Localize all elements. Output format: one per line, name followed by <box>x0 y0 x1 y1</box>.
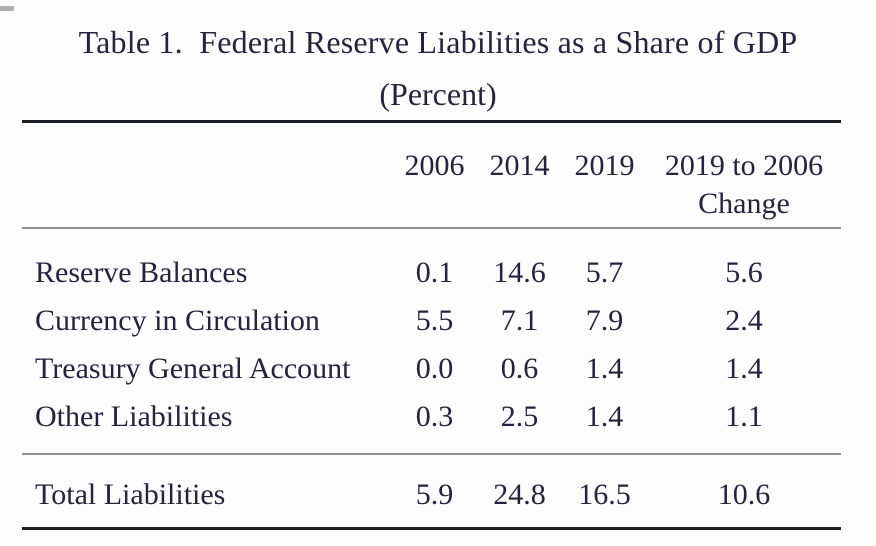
header-col-2019: 2019 <box>562 123 647 229</box>
cell-value: 5.6 <box>725 256 763 289</box>
total-value: 16.5 <box>562 454 647 530</box>
table-row: Currency in Circulation 5.5 7.1 7.9 2.4 <box>22 297 841 345</box>
header-change-line2: Change <box>698 187 790 220</box>
row-label: Treasury General Account <box>35 352 351 385</box>
table-subtitle: (Percent) <box>379 76 497 112</box>
cell-value: 5.7 <box>585 256 624 289</box>
cell-value: 1.4 <box>725 352 763 385</box>
cell-value: 7.1 <box>500 304 539 337</box>
total-label: Total Liabilities <box>22 454 392 530</box>
header-row: 2006 2014 2019 2019 to 2006 Change <box>22 123 841 229</box>
cell-value: 5.5 <box>415 304 454 337</box>
total-value: 10.6 <box>647 454 841 530</box>
table-caption: Table 1. Federal Reserve Liabilities as … <box>0 0 876 120</box>
cell-value: 1.1 <box>647 393 841 455</box>
liabilities-table: 2006 2014 2019 2019 to 2006 Change Reser… <box>22 123 841 530</box>
header-col-change: 2019 to 2006 Change <box>647 123 841 229</box>
cell-value: 0.0 <box>415 352 454 385</box>
table-body: Reserve Balances 0.1 14.6 5.7 5.6 Curren… <box>22 228 841 455</box>
table-title: Table 1. Federal Reserve Liabilities as … <box>78 24 798 60</box>
cell-value: 14.6 <box>493 256 546 289</box>
total-value: 5.9 <box>392 454 477 530</box>
table-row: Treasury General Account 0.0 0.6 1.4 1.4 <box>22 345 841 393</box>
table-header: 2006 2014 2019 2019 to 2006 Change <box>22 123 841 229</box>
row-label: Reserve Balances <box>35 256 248 289</box>
cell-value: 1.4 <box>585 352 624 385</box>
header-change-line1: 2019 to 2006 <box>664 149 824 182</box>
table-row: Other Liabilities 0.3 2.5 1.4 1.1 <box>22 393 841 455</box>
cell-value: 0.3 <box>392 393 477 455</box>
header-col-2014: 2014 <box>477 123 562 229</box>
table-row: Reserve Balances 0.1 14.6 5.7 5.6 <box>22 228 841 297</box>
row-label: Other Liabilities <box>22 393 392 455</box>
total-value: 24.8 <box>477 454 562 530</box>
cell-value: 2.4 <box>725 304 763 337</box>
header-col-2006: 2006 <box>392 123 477 229</box>
cell-value: 7.9 <box>585 304 624 337</box>
header-label-spacer <box>22 123 392 229</box>
cell-value: 1.4 <box>562 393 647 455</box>
table-footer: Total Liabilities 5.9 24.8 16.5 10.6 <box>22 454 841 530</box>
top-rule <box>22 120 841 123</box>
total-row: Total Liabilities 5.9 24.8 16.5 10.6 <box>22 454 841 530</box>
row-label: Currency in Circulation <box>35 304 320 337</box>
cell-value: 2.5 <box>477 393 562 455</box>
scan-artifact-mark <box>0 6 14 11</box>
cell-value: 0.1 <box>415 256 454 289</box>
cell-value: 0.6 <box>500 352 539 385</box>
